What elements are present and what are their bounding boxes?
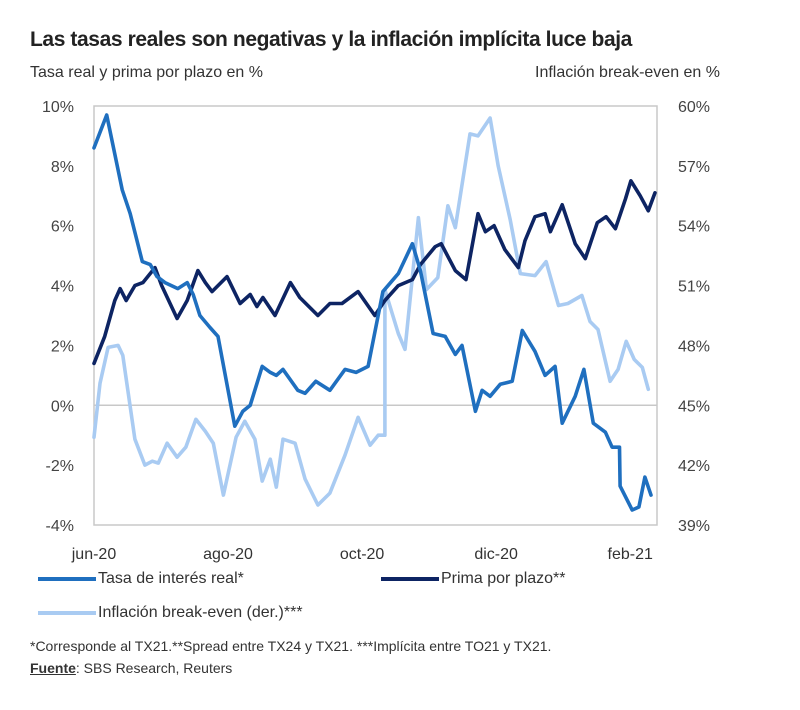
- y-right-tick-label: 45%: [678, 398, 710, 415]
- y-left-tick-label: 0%: [51, 398, 74, 415]
- right-axis-title: Inflación break-even en %: [535, 64, 720, 81]
- x-tick-label: jun-20: [71, 546, 117, 563]
- x-axis-ticks: jun-20 ago-20 oct-20 dic-20 feb-21: [71, 546, 653, 563]
- left-axis-title: Tasa real y prima por plazo en %: [30, 64, 263, 81]
- legend-swatch-prima-plazo: [381, 577, 439, 581]
- plot-frame: [93, 105, 658, 526]
- legend-swatch-inflacion-breakeven: [38, 611, 96, 615]
- legend-item-tasa-real: Tasa de interés real*: [38, 570, 244, 588]
- footnote: *Corresponde al TX21.**Spread entre TX24…: [30, 638, 552, 654]
- y-left-tick-label: 4%: [51, 279, 74, 296]
- y-right-tick-label: 54%: [678, 219, 710, 236]
- y-right-tick-label: 57%: [678, 159, 710, 176]
- x-tick-label: dic-20: [474, 546, 518, 563]
- source-text: : SBS Research, Reuters: [75, 660, 233, 676]
- series-layer: [92, 113, 657, 512]
- y-left-tick-label: -2%: [46, 458, 74, 475]
- left-axis-ticks: -4% -2% 0% 2% 4% 6% 8% 10%: [42, 99, 74, 535]
- right-axis-ticks: 39% 42% 45% 48% 51% 54% 57% 60%: [678, 99, 710, 535]
- legend-item-inflacion-breakeven: Inflación break-even (der.)***: [38, 604, 303, 622]
- y-left-tick-label: 6%: [51, 219, 74, 236]
- y-left-tick-label: 2%: [51, 338, 74, 355]
- legend-swatch-tasa-real: [38, 577, 96, 581]
- y-right-tick-label: 39%: [678, 518, 710, 535]
- y-left-tick-label: -4%: [46, 518, 74, 535]
- x-tick-label: ago-20: [203, 546, 253, 563]
- y-right-tick-label: 42%: [678, 458, 710, 475]
- source-label: Fuente: [30, 660, 76, 676]
- series-line-inflacion-breakeven: [92, 116, 651, 507]
- series-line-tasa-real: [92, 113, 653, 512]
- series-line-prima-plazo: [92, 179, 657, 366]
- y-right-tick-label: 51%: [678, 279, 710, 296]
- chart-title: Las tasas reales son negativas y la infl…: [30, 28, 632, 51]
- y-right-tick-label: 48%: [678, 338, 710, 355]
- x-tick-label: oct-20: [340, 546, 385, 563]
- y-left-tick-label: 10%: [42, 99, 74, 116]
- legend-label-tasa-real: Tasa de interés real*: [98, 570, 244, 587]
- legend-item-prima-plazo: Prima por plazo**: [381, 570, 566, 588]
- y-right-tick-label: 60%: [678, 99, 710, 116]
- legend-label-inflacion-breakeven: Inflación break-even (der.)***: [98, 604, 303, 621]
- source-note: Fuente: SBS Research, Reuters: [30, 660, 232, 676]
- y-left-tick-label: 8%: [51, 159, 74, 176]
- legend-label-prima-plazo: Prima por plazo**: [441, 570, 566, 587]
- x-tick-label: feb-21: [608, 546, 653, 563]
